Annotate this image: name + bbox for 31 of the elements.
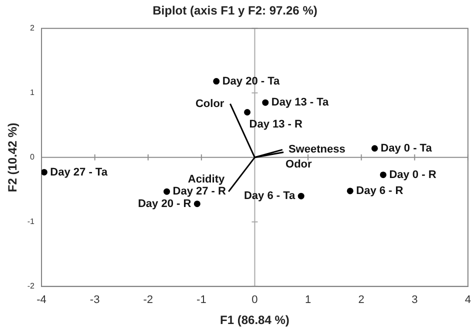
annotation: Color [195,98,225,110]
annotation: Day 27 - R [172,186,226,198]
annotation: Odor [286,158,313,170]
annotation: Day 13 - Ta [271,96,330,109]
annotation: Acidity [188,174,226,186]
x-tick-label: -3 [90,294,100,306]
x-tick-label: 2 [358,294,364,306]
x-tick-label: -2 [143,294,154,306]
y-tick-label: -1 [27,217,36,226]
annotation: Day 0 - Ta [380,142,433,154]
y-tick-label: -2 [27,282,36,291]
annotation: Day 27 - Ta [50,166,108,178]
x-tick-label: 3 [412,294,418,306]
annotation: Day 6 - Ta [244,190,296,202]
y-tick-label: 2 [30,24,36,33]
annotation: Sweetness [288,144,346,156]
y-tick-label: 1 [30,88,36,98]
x-axis-title: F1 (86.84 %) [220,313,290,328]
x-tick-label: 4 [464,294,472,306]
x-tick-label: 1 [304,294,312,306]
annotation: Day 6 - R [356,184,404,197]
chart-title: Biplot (axis F1 y F2: 97.26 %) [152,4,318,18]
x-tick-label: -4 [36,294,46,306]
y-tick-label: 0 [30,152,36,162]
annotation: Day 13 - R [249,118,303,130]
annotation: Day 20 - Ta [222,75,280,88]
x-tick-label: -1 [196,294,206,306]
y-axis-title: F2 (10.42 %) [6,122,20,192]
annotation: Day 0 - R [389,168,436,181]
annotation: Day 20 - R [138,198,192,210]
x-tick-label: 0 [252,294,258,306]
